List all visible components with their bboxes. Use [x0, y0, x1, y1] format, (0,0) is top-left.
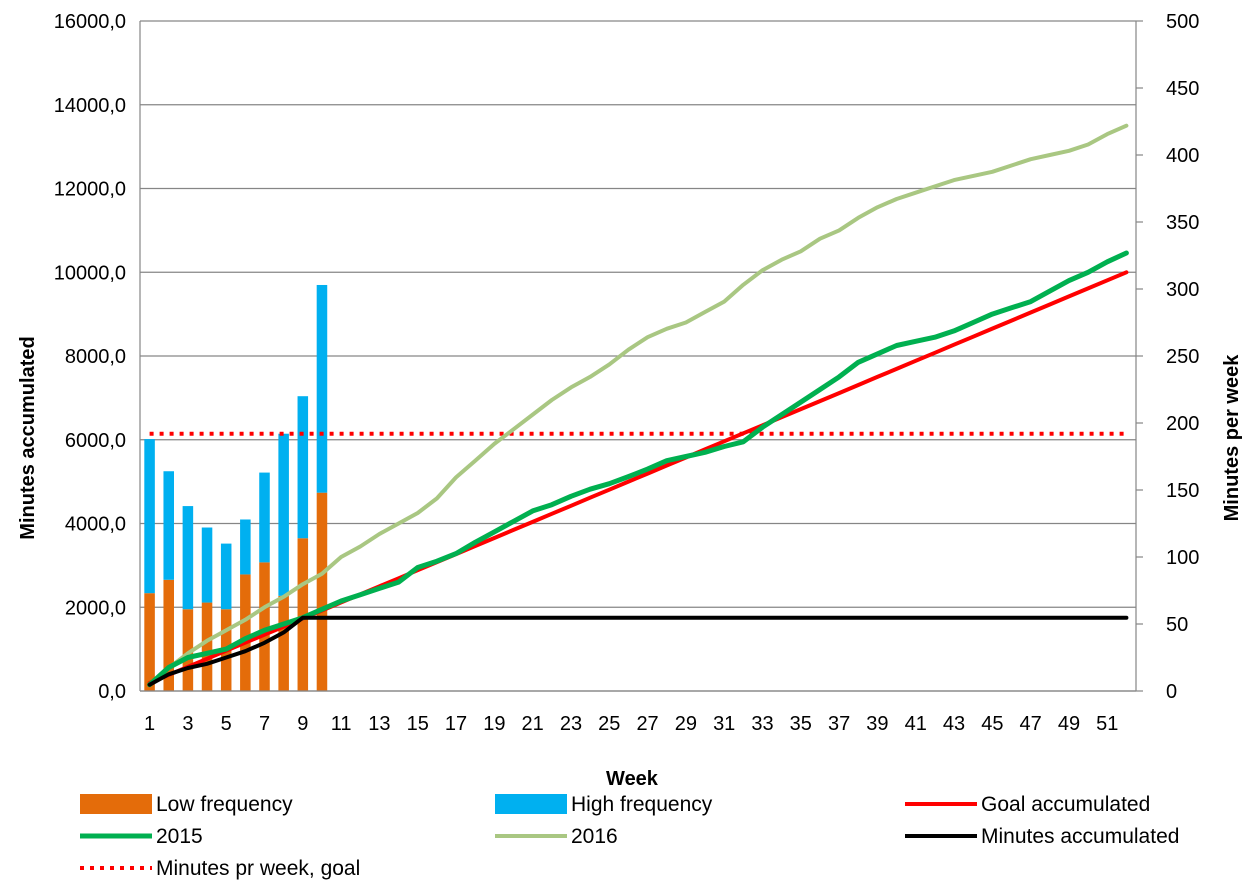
line-series-3 [147, 615, 1129, 687]
y2-tick-label: 350 [1166, 212, 1199, 234]
x-tick-label: 9 [297, 713, 308, 735]
bar-high-frequency [278, 433, 289, 596]
line-series-1 [147, 250, 1129, 688]
bar-high-frequency [240, 519, 251, 575]
x-tick-label: 23 [560, 713, 582, 735]
x-tick-label: 13 [368, 713, 390, 735]
y2-tick-label: 0 [1166, 681, 1177, 703]
y-tick-label: 6000,0 [65, 430, 126, 452]
gridlines [140, 20, 1136, 692]
x-tick-label: 37 [828, 713, 850, 735]
y2-tick-label: 50 [1166, 614, 1188, 636]
legend-label: Low frequency [156, 793, 293, 816]
legend-swatch [80, 794, 152, 814]
legend-label: 2016 [571, 825, 618, 848]
y2-axis-title: Minutes per week [1221, 354, 1243, 522]
x-tick-label: 15 [407, 713, 429, 735]
bar-low-frequency [201, 602, 213, 691]
y-tick-label: 14000,0 [54, 95, 126, 117]
bar-high-frequency [297, 396, 309, 539]
bar-low-frequency [259, 562, 270, 691]
y2-axis-ticks: 0 50 100 150 200 250 300 350 400 450 500 [1166, 11, 1199, 703]
bar-high-frequency [182, 506, 194, 610]
y2-tick-label: 200 [1166, 413, 1199, 435]
x-tick-label: 47 [1020, 713, 1042, 735]
legend: Low frequency High frequency Goal accumula… [80, 793, 1179, 880]
x-tick-label: 33 [751, 713, 773, 735]
y-tick-label: 8000,0 [65, 346, 126, 368]
y2-tick-label: 500 [1166, 11, 1199, 33]
bar-low-frequency [316, 492, 328, 691]
x-tick-label: 17 [445, 713, 467, 735]
x-tick-label: 21 [522, 713, 544, 735]
x-axis-title: Week [606, 768, 659, 790]
bar-low-frequency [182, 609, 194, 691]
x-tick-label: 19 [483, 713, 505, 735]
y2-tick-label: 250 [1166, 346, 1199, 368]
y2-tick-label: 100 [1166, 547, 1199, 569]
x-tick-label: 7 [259, 713, 270, 735]
x-tick-label: 31 [713, 713, 735, 735]
x-tick-label: 39 [866, 713, 888, 735]
x-tick-label: 29 [675, 713, 697, 735]
x-tick-label: 49 [1058, 713, 1080, 735]
bar-low-frequency [278, 595, 289, 691]
legend-label: 2015 [156, 825, 203, 848]
y-tick-label: 0,0 [98, 681, 126, 703]
legend-label: Minutes accumulated [981, 825, 1179, 848]
x-tick-label: 27 [636, 713, 658, 735]
lines [147, 123, 1129, 688]
x-tick-label: 5 [221, 713, 232, 735]
legend-swatch [495, 794, 567, 814]
y-axis-ticks: 0,0 2000,0 4000,0 6000,0 8000,0 10000,0 12000,… [54, 11, 126, 703]
x-tick-label: 11 [331, 713, 352, 735]
legend-label: Goal accumulated [981, 793, 1150, 816]
bar-high-frequency [201, 527, 213, 603]
bar-low-frequency [240, 574, 251, 691]
bar-high-frequency [220, 543, 232, 610]
bar-high-frequency [259, 472, 270, 563]
y-tick-label: 12000,0 [54, 179, 126, 201]
y-tick-label: 4000,0 [65, 514, 126, 536]
x-tick-label: 41 [905, 713, 927, 735]
x-tick-label: 45 [981, 713, 1003, 735]
bar-low-frequency [163, 579, 174, 691]
legend-label: High frequency [571, 793, 713, 816]
y-tick-label: 10000,0 [54, 262, 126, 284]
y2-tick-label: 450 [1166, 78, 1199, 100]
x-tick-label: 43 [943, 713, 965, 735]
x-tick-label: 3 [182, 713, 193, 735]
x-tick-label: 35 [790, 713, 812, 735]
y-tick-label: 16000,0 [54, 11, 126, 33]
x-axis-ticks: 1 3 5 7 9 11 13 15 17 19 21 23 25 27 29 31 33 35 37 39 41 43 4… [144, 713, 1118, 735]
legend-label: Minutes pr week, goal [156, 857, 360, 880]
bar-low-frequency [144, 593, 155, 691]
line-series-2 [147, 123, 1129, 687]
x-tick-label: 25 [598, 713, 620, 735]
axes [139, 20, 1143, 692]
bar-low-frequency [297, 538, 309, 691]
y2-tick-label: 150 [1166, 480, 1199, 502]
y2-tick-label: 300 [1166, 279, 1199, 301]
x-tick-label: 1 [144, 713, 155, 735]
x-tick-label: 51 [1096, 713, 1118, 735]
y-axis-title: Minutes accumulated [17, 336, 39, 539]
y-tick-label: 2000,0 [65, 597, 126, 619]
bar-high-frequency [163, 471, 174, 580]
bar-high-frequency [316, 284, 328, 493]
bars [144, 284, 328, 691]
bar-high-frequency [144, 439, 155, 594]
y2-tick-label: 400 [1166, 145, 1199, 167]
